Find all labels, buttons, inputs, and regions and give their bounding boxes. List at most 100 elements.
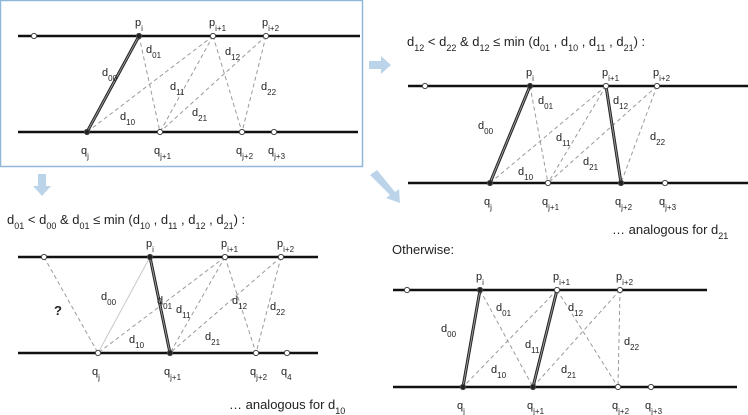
vertex-p-2 [653,82,661,90]
dashed-connector-p1-q2 [212,35,243,133]
label-d10: d10 [491,364,507,380]
vertex-q-0 [94,349,102,357]
label-d12: d12 [225,46,241,62]
label-d21: d21 [205,331,221,347]
dashed-connector-p1-q2 [556,289,619,388]
label-q-3: q4 [281,366,292,382]
label-p-0: pi [526,67,534,83]
label-d01: d01 [157,295,173,311]
label-p-2: pi+2 [653,67,671,83]
dashed-connector-p2-q2 [617,289,621,388]
vertex-q-0 [83,128,91,136]
label-q-2: qj+2 [612,400,630,415]
label-p-1: pi+1 [553,271,571,287]
label-q-1: qj+1 [542,196,560,212]
dashed-connector-p1-q0 [489,85,607,184]
label-q-1: qj+1 [164,366,182,382]
label-q-2: qj+2 [250,366,268,382]
vertex-q-1 [156,128,164,136]
label-p-2: pi+2 [262,17,280,33]
caption-bottom-left-text: d01 < d00 & d01 ≤ min (d10 , d11 , d12 ,… [7,212,245,231]
panel-initial: pi pi+1 pi+2 qj qj+1 qj+2 qj+3 d00 d01 d10 d11 d12 d… [18,17,360,161]
open-vertex-p [421,82,429,90]
caption-otherwise: Otherwise: [392,242,454,257]
label-d21: d21 [583,156,599,172]
vertex-p-1 [553,286,561,294]
matched-link-core-p0-q0 [86,35,140,133]
vertex-p-2 [277,253,285,261]
dashed-connector-p1-q1 [159,35,214,133]
vertex-p-1 [209,32,217,40]
vertex-q-3 [647,383,655,391]
question-mark: ? [54,303,62,318]
label-d12: d12 [232,295,248,311]
flow-arrows [33,56,400,203]
caption-top-right: d12 < d22 & d12 ≤ min (d01 , d10 , d11 ,… [407,34,645,53]
panel-bottom-right: pi pi+1 pi+2 qj qj+1 qj+2 qj+3 d00 d01 d10 d11 d12 d… [393,271,737,415]
dashed-connector-p2-q1 [547,85,658,184]
label-d01: d01 [538,95,554,111]
vertex-q-2 [617,179,625,187]
initial-panel-frame [0,0,364,168]
matched-link-core-p0-q0 [462,289,481,388]
label-d01: d01 [146,44,162,60]
label-d00: d00 [101,291,117,307]
matched-link-core-p0-q0 [489,85,531,184]
label-d21: d21 [192,107,208,123]
dashed-connector-p1-q2 [224,256,257,354]
vertex-q-3 [270,128,278,136]
arrow-down [33,174,51,196]
dashed-connector-p2-q1 [169,256,282,354]
label-p-0: pi [476,271,484,287]
dashed-connector-p1-q1 [547,85,607,184]
open-vertex-p [30,32,38,40]
label-d22: d22 [650,131,666,147]
open-vertex-p [40,253,48,261]
label-p-0: pi [146,238,154,254]
vertex-q-3 [661,179,669,187]
label-d22: d22 [270,301,286,317]
dashed-connector-p1-q1 [169,256,226,354]
dashed-connector-p2-q1 [159,35,267,133]
vertex-q-1 [166,349,174,357]
vertex-q-0 [459,383,467,391]
label-d10: d10 [120,111,136,127]
label-q-1: qj+1 [154,145,172,161]
dashed-connector-prev [43,256,99,354]
caption-top-right-text: d12 < d22 & d12 ≤ min (d01 , d10 , d11 ,… [407,34,645,53]
label-d00: d00 [102,67,118,83]
vertex-q-2 [252,349,260,357]
vertex-p-0 [476,286,484,294]
label-p-2: pi+2 [277,238,295,254]
faint-connector-d00 [97,256,151,354]
label-d12: d12 [613,95,629,111]
vertex-p-1 [602,82,610,90]
vertex-p-0 [526,82,534,90]
label-q-3: qj+3 [645,400,663,415]
vertex-p-0 [135,32,143,40]
dashed-connector-p2-q2 [241,35,267,133]
vertex-q-1 [529,383,537,391]
note-analogous-d10: … analogous for d10 [229,397,345,415]
label-d12: d12 [568,302,584,318]
label-d10: d10 [518,166,534,182]
label-d10: d10 [129,334,145,350]
label-q-0: qj [484,196,492,212]
dashed-connector-p2-q1 [532,289,621,388]
vertex-q-2 [614,383,622,391]
label-d01: d01 [496,302,512,318]
label-q-0: qj [92,366,100,382]
label-d21: d21 [561,364,577,380]
arrow-right [369,56,391,74]
dashed-connector-p1-q0 [86,35,214,133]
label-q-3: qj+3 [268,145,286,161]
label-d00: d00 [441,323,457,339]
vertex-p-0 [146,253,154,261]
matched-link-core-p1-q2 [605,85,622,184]
label-q-0: qj [457,400,465,415]
dashed-connector-p2-q2 [255,256,282,354]
label-d11: d11 [556,132,571,148]
panels: pi pi+1 pi+2 qj qj+1 qj+2 qj+3 d00 d01 d10 d11 d12 d… [18,17,748,415]
panel-bottom-left: pi pi+1 pi+2 qj qj+1 qj+2 q4 d00 d01 d10 d11 d12 d21… [18,238,318,382]
